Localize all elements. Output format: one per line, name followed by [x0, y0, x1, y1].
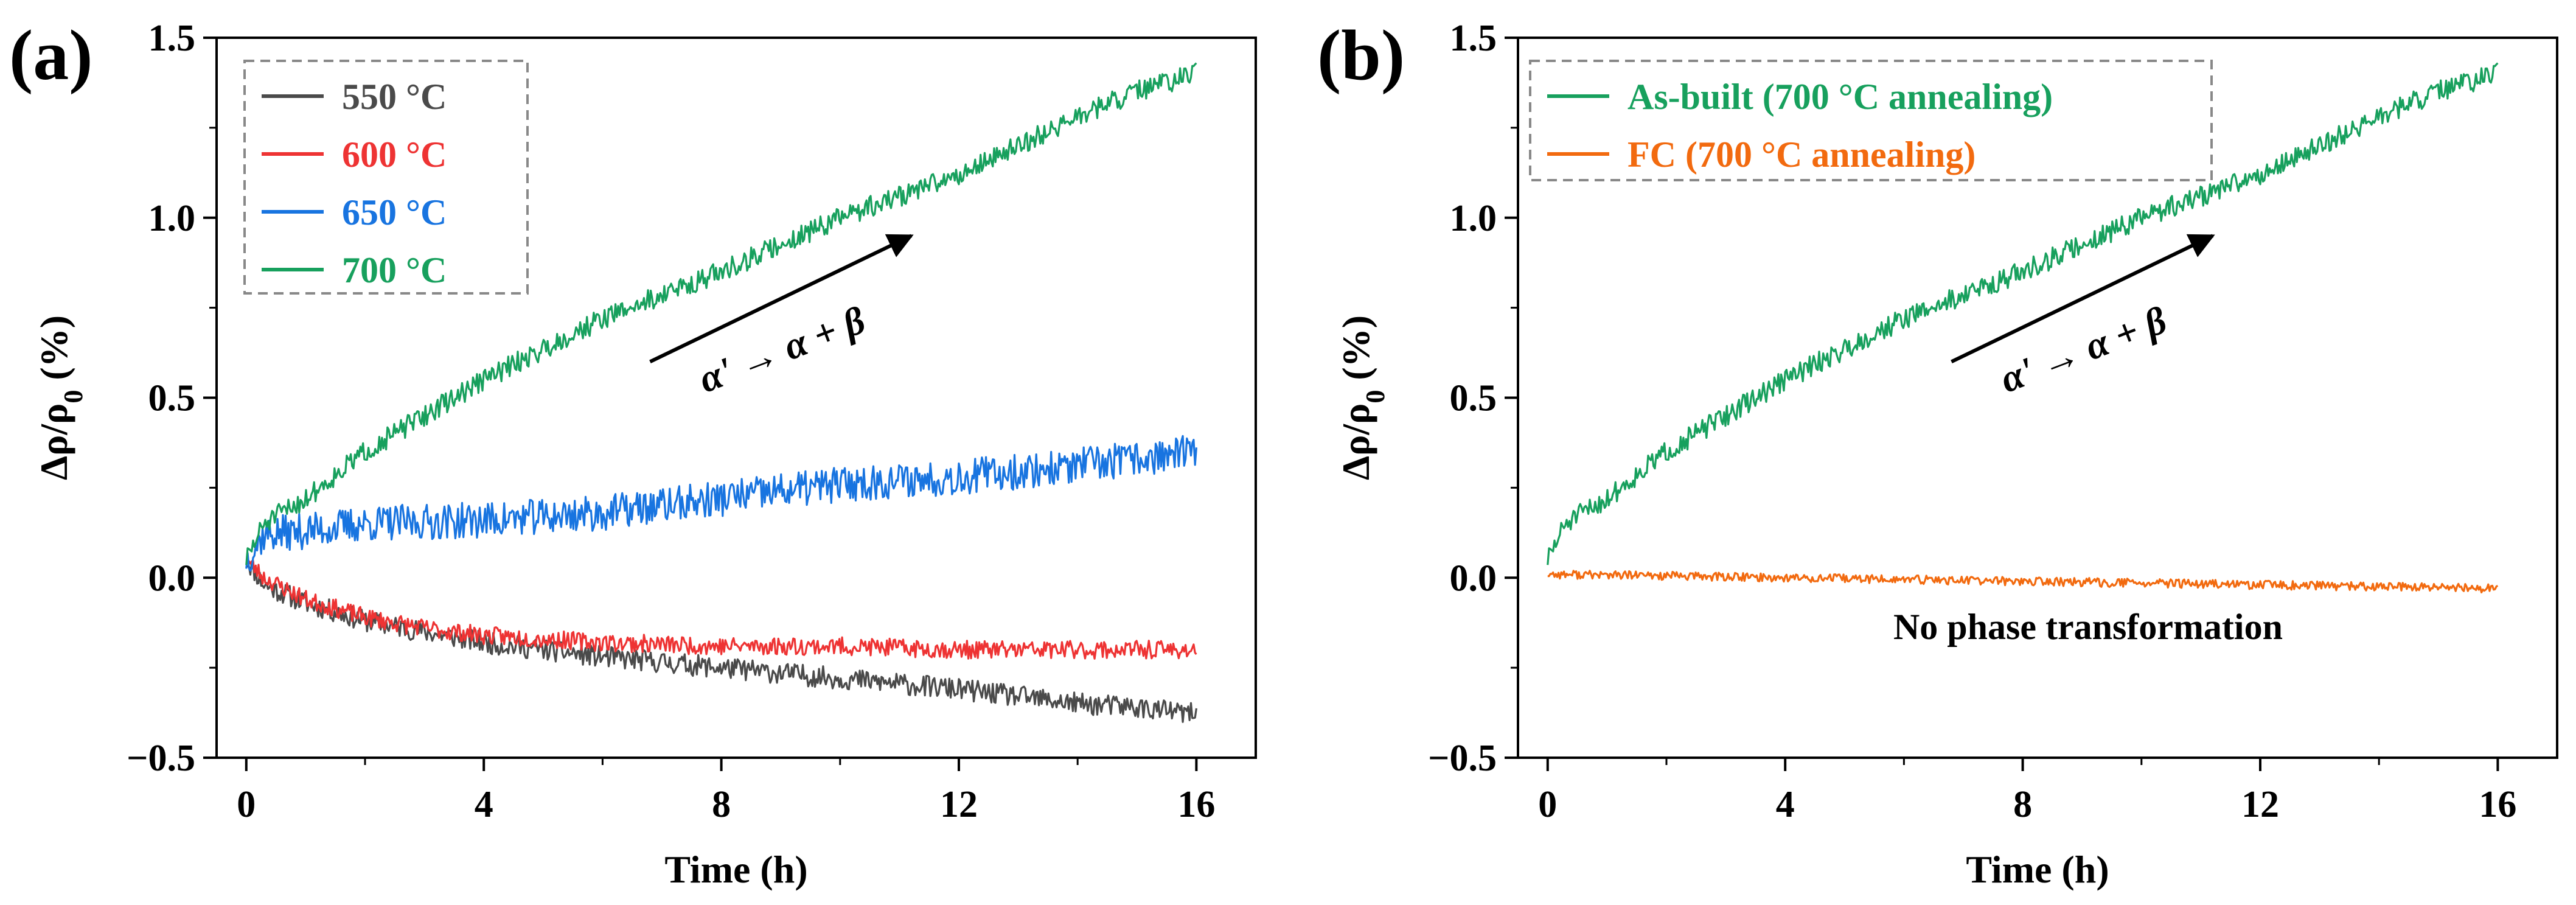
y-axis-label-subscript: 0: [1360, 390, 1390, 404]
annotation-text: α' → α + β: [1994, 298, 2173, 401]
panel-b: (b) 0 4 8 12 16 −0.5 0.0 0.5 1.0 1.5 Time (h) Δρ/ρ0 …: [1317, 15, 2558, 891]
y-tick-label: 1.5: [148, 18, 196, 59]
plot-area: [245, 62, 1197, 723]
panel-label: (a): [9, 15, 93, 95]
x-tick-label: 12: [940, 784, 978, 825]
legend-label: As-built (700 °C annealing): [1627, 77, 2053, 117]
panel-a: (a) 0 4 8 12 16 −0.5 0.0 0.5 1.0 1.5 Time (h) Δρ/ρ0 …: [9, 15, 1257, 891]
legend-label: 550 °C: [342, 77, 447, 117]
y-tick-label: 0.5: [1450, 378, 1497, 419]
x-tick-label: 8: [712, 784, 731, 825]
y-tick-label: −0.5: [1428, 738, 1497, 779]
y-axis-label-unit: (%): [32, 315, 75, 390]
y-tick-label: 0.0: [148, 557, 196, 599]
x-axis-label: Time (h): [664, 848, 807, 891]
series-line: [245, 561, 1197, 723]
legend-box: [1529, 60, 2213, 181]
series-line: [1547, 62, 2499, 565]
y-axis-label: Δρ/ρ0 (%): [32, 315, 88, 480]
y-axis-label-main: Δρ/ρ: [1334, 404, 1377, 480]
x-tick-label: 4: [1776, 784, 1795, 825]
x-tick-label: 8: [2013, 784, 2032, 825]
series-line: [245, 62, 1197, 565]
y-axis-label-main: Δρ/ρ: [32, 404, 75, 480]
y-tick-label: 0.0: [1450, 557, 1497, 599]
x-tick-label: 16: [1177, 784, 1215, 825]
legend-box: [243, 60, 529, 295]
y-axis-label-subscript: 0: [58, 390, 88, 404]
y-axis-label: Δρ/ρ0 (%): [1334, 315, 1390, 480]
y-axis-label-unit: (%): [1334, 315, 1377, 390]
series-line: [245, 435, 1197, 572]
legend-label: FC (700 °C annealing): [1627, 135, 1976, 175]
x-tick-label: 12: [2241, 784, 2279, 825]
x-tick-label: 0: [1538, 784, 1557, 825]
y-tick-label: 1.0: [148, 198, 196, 239]
y-tick-label: 0.5: [148, 378, 196, 419]
x-axis-label: Time (h): [1966, 848, 2109, 891]
series-line: [1547, 570, 2499, 593]
y-tick-label: 1.5: [1450, 18, 1497, 59]
series-line: [245, 559, 1197, 660]
annotation-note: No phase transformation: [1893, 607, 2283, 647]
x-tick-label: 16: [2479, 784, 2516, 825]
panel-label: (b): [1317, 15, 1405, 95]
plot-area: [1547, 62, 2499, 593]
legend-label: 700 °C: [342, 250, 447, 290]
x-tick-label: 0: [237, 784, 256, 825]
annotation-arrow: [649, 234, 914, 364]
legend-label: 600 °C: [342, 135, 447, 175]
x-tick-label: 4: [475, 784, 493, 825]
legend-label: 650 °C: [342, 192, 447, 232]
y-tick-label: −0.5: [127, 738, 195, 779]
annotation-text: α' → α + β: [693, 298, 871, 401]
y-tick-label: 1.0: [1450, 198, 1497, 239]
annotation-arrow: [1951, 234, 2215, 364]
